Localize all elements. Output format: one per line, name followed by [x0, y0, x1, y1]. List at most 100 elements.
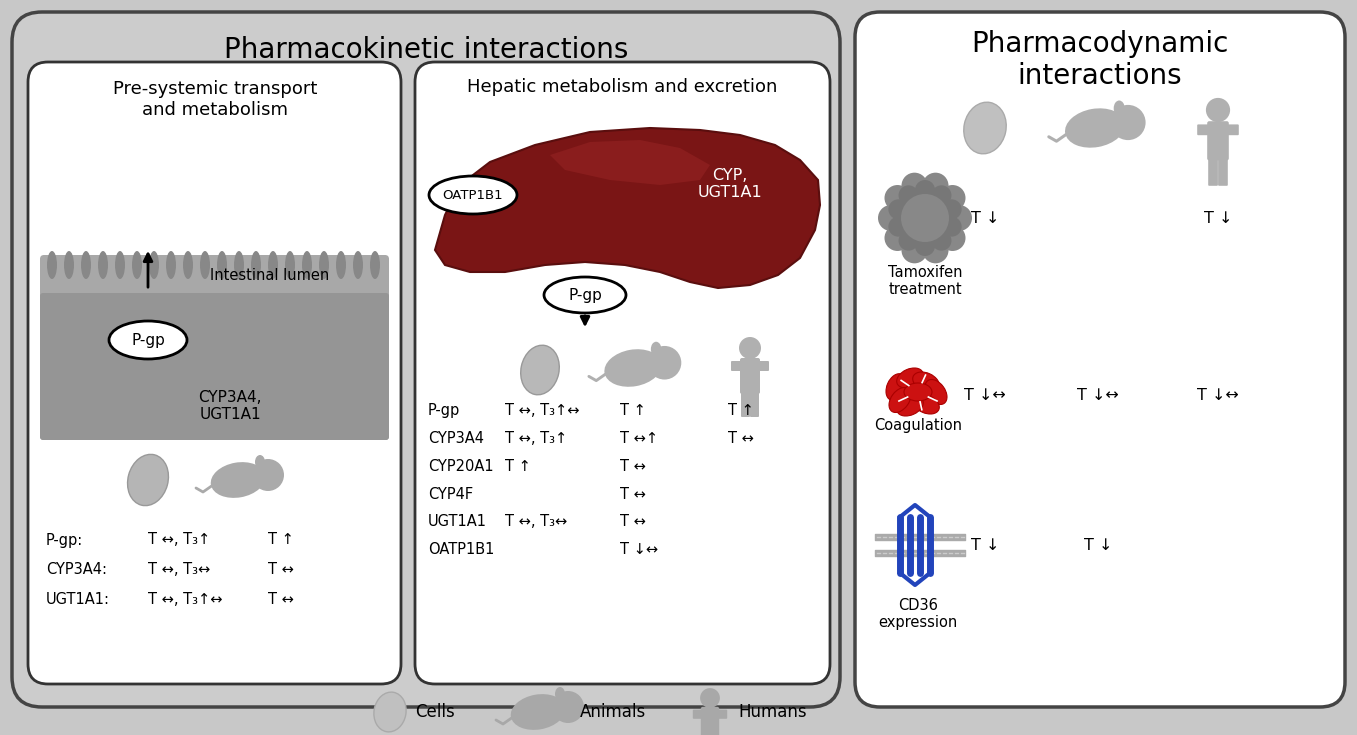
Circle shape — [901, 237, 927, 263]
FancyBboxPatch shape — [12, 12, 840, 707]
Ellipse shape — [217, 251, 227, 279]
Ellipse shape — [115, 251, 125, 279]
Ellipse shape — [521, 345, 559, 395]
Text: Cells: Cells — [415, 703, 455, 721]
Ellipse shape — [1114, 101, 1125, 116]
Text: T ↓: T ↓ — [970, 210, 999, 226]
Ellipse shape — [370, 251, 380, 279]
Text: T ↔, T₃↔: T ↔, T₃↔ — [148, 562, 210, 578]
Circle shape — [901, 194, 949, 242]
FancyBboxPatch shape — [750, 391, 759, 417]
FancyBboxPatch shape — [741, 391, 750, 417]
FancyBboxPatch shape — [28, 62, 402, 684]
Ellipse shape — [109, 321, 187, 359]
Circle shape — [878, 205, 904, 231]
Text: T ↓↔: T ↓↔ — [1197, 387, 1239, 403]
Ellipse shape — [319, 251, 328, 279]
Ellipse shape — [251, 251, 261, 279]
Circle shape — [923, 237, 949, 263]
Ellipse shape — [128, 454, 168, 506]
Text: T ↑: T ↑ — [267, 532, 294, 548]
Text: CD36
expression: CD36 expression — [878, 598, 958, 631]
FancyBboxPatch shape — [700, 707, 719, 735]
Text: CYP3A4,
UGT1A1: CYP3A4, UGT1A1 — [198, 390, 262, 423]
Circle shape — [889, 217, 908, 237]
Ellipse shape — [199, 251, 210, 279]
Ellipse shape — [166, 251, 176, 279]
Ellipse shape — [544, 277, 626, 313]
Ellipse shape — [98, 251, 109, 279]
Circle shape — [889, 199, 908, 219]
Ellipse shape — [47, 251, 57, 279]
Text: T ↑: T ↑ — [727, 403, 754, 417]
Text: Pharmacodynamic
interactions: Pharmacodynamic interactions — [972, 30, 1228, 90]
Ellipse shape — [429, 176, 517, 214]
FancyBboxPatch shape — [855, 12, 1345, 707]
Ellipse shape — [1065, 108, 1125, 148]
Text: UGT1A1:: UGT1A1: — [46, 592, 110, 608]
Ellipse shape — [897, 368, 923, 388]
Ellipse shape — [510, 694, 566, 730]
Ellipse shape — [132, 251, 142, 279]
Circle shape — [931, 185, 951, 205]
FancyBboxPatch shape — [740, 358, 760, 394]
Text: T ↔: T ↔ — [620, 514, 646, 529]
Polygon shape — [550, 140, 710, 185]
FancyBboxPatch shape — [693, 709, 704, 719]
Text: P-gp: P-gp — [132, 332, 166, 348]
Ellipse shape — [904, 383, 932, 401]
Ellipse shape — [897, 396, 923, 416]
FancyBboxPatch shape — [39, 293, 389, 440]
Circle shape — [923, 173, 949, 198]
Circle shape — [898, 185, 919, 205]
Text: Coagulation: Coagulation — [874, 418, 962, 433]
Text: T ↓: T ↓ — [1204, 210, 1232, 226]
Ellipse shape — [913, 372, 939, 392]
Text: T ↔, T₃↑↔: T ↔, T₃↑↔ — [148, 592, 223, 608]
Ellipse shape — [303, 251, 312, 279]
Text: P-gp:: P-gp: — [46, 532, 83, 548]
Ellipse shape — [81, 251, 91, 279]
Ellipse shape — [149, 251, 159, 279]
Circle shape — [252, 459, 284, 491]
Circle shape — [939, 225, 966, 251]
Text: T ↔: T ↔ — [727, 431, 754, 445]
Ellipse shape — [555, 687, 565, 701]
Text: P-gp: P-gp — [569, 287, 603, 303]
FancyBboxPatch shape — [731, 361, 744, 371]
Circle shape — [700, 688, 721, 708]
Circle shape — [898, 231, 919, 251]
Text: Tamoxifen
treatment: Tamoxifen treatment — [887, 265, 962, 298]
Circle shape — [942, 199, 962, 219]
Text: UGT1A1: UGT1A1 — [427, 514, 487, 529]
Ellipse shape — [285, 251, 294, 279]
Ellipse shape — [925, 379, 947, 404]
Text: CYP3A4:: CYP3A4: — [46, 562, 107, 578]
Text: T ↓: T ↓ — [970, 537, 999, 553]
Ellipse shape — [913, 394, 939, 414]
Ellipse shape — [375, 692, 406, 732]
Text: OATP1B1: OATP1B1 — [442, 188, 503, 201]
Circle shape — [647, 346, 681, 379]
FancyBboxPatch shape — [415, 62, 830, 684]
FancyBboxPatch shape — [716, 709, 727, 719]
Text: CYP,
UGT1A1: CYP, UGT1A1 — [697, 168, 763, 201]
Text: T ↔: T ↔ — [620, 459, 646, 473]
Ellipse shape — [604, 349, 662, 387]
Text: Intestinal lumen: Intestinal lumen — [210, 268, 330, 283]
Text: T ↔, T₃↑: T ↔, T₃↑ — [505, 431, 567, 445]
Ellipse shape — [267, 251, 278, 279]
Text: T ↓: T ↓ — [1084, 537, 1113, 553]
Text: P-gp: P-gp — [427, 403, 460, 417]
FancyBboxPatch shape — [1208, 121, 1229, 160]
Ellipse shape — [886, 373, 906, 401]
Text: T ↑: T ↑ — [620, 403, 646, 417]
Ellipse shape — [963, 102, 1007, 154]
Text: Pharmacokinetic interactions: Pharmacokinetic interactions — [224, 36, 628, 64]
Circle shape — [885, 225, 911, 251]
Text: T ↓↔: T ↓↔ — [1077, 387, 1120, 403]
Text: CYP20A1: CYP20A1 — [427, 459, 494, 473]
Ellipse shape — [255, 455, 265, 469]
Circle shape — [885, 185, 911, 211]
Text: T ↓↔: T ↓↔ — [620, 542, 658, 558]
